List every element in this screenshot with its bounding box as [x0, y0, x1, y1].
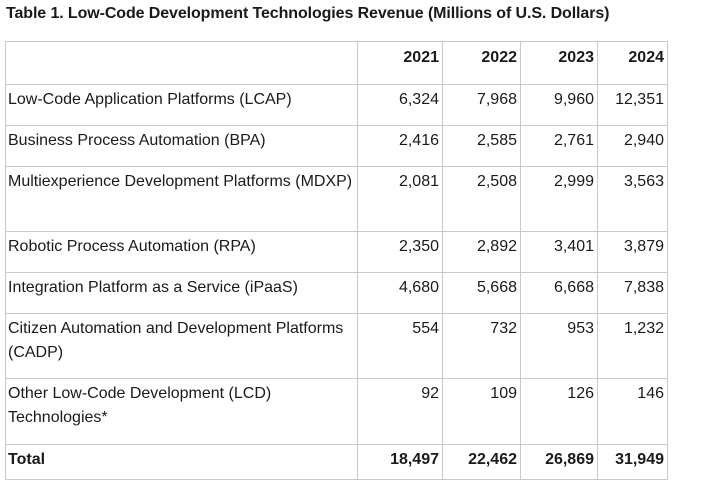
- cell-value: 2,508: [442, 166, 521, 232]
- cell-value: 2,892: [442, 231, 521, 273]
- table-row: Citizen Automation and Development Platf…: [5, 313, 668, 379]
- cell-value: 953: [520, 313, 598, 379]
- cell-value: 1,232: [597, 313, 668, 379]
- table-row: Low-Code Application Platforms (LCAP) 6,…: [5, 84, 668, 126]
- table-row: Integration Platform as a Service (iPaaS…: [5, 272, 668, 314]
- row-label: Business Process Automation (BPA): [5, 125, 358, 167]
- cell-value: 4,680: [357, 272, 443, 314]
- cell-value: 92: [357, 378, 443, 445]
- table-row: Other Low-Code Development (LCD) Technol…: [5, 378, 668, 445]
- table-row: Multiexperience Development Platforms (M…: [5, 166, 668, 232]
- cell-value: 2,350: [357, 231, 443, 273]
- table-title: Table 1. Low-Code Development Technologi…: [6, 5, 610, 22]
- cell-value: 732: [442, 313, 521, 379]
- cell-value: 3,879: [597, 231, 668, 273]
- row-label: Citizen Automation and Development Platf…: [5, 313, 358, 379]
- total-value: 26,869: [520, 444, 598, 480]
- header-cell-2023: 2023: [520, 41, 598, 85]
- cell-value: 2,999: [520, 166, 598, 232]
- cell-value: 7,968: [442, 84, 521, 126]
- total-row: Total 18,497 22,462 26,869 31,949: [5, 444, 668, 480]
- total-value: 22,462: [442, 444, 521, 480]
- table-row: Robotic Process Automation (RPA) 2,350 2…: [5, 231, 668, 273]
- total-value: 18,497: [357, 444, 443, 480]
- revenue-table: 2021 2022 2023 2024 Low-Code Application…: [5, 41, 668, 480]
- cell-value: 2,585: [442, 125, 521, 167]
- row-label: Robotic Process Automation (RPA): [5, 231, 358, 273]
- cell-value: 3,563: [597, 166, 668, 232]
- cell-value: 146: [597, 378, 668, 445]
- cell-value: 2,761: [520, 125, 598, 167]
- table-row: Business Process Automation (BPA) 2,416 …: [5, 125, 668, 167]
- cell-value: 5,668: [442, 272, 521, 314]
- cell-value: 2,416: [357, 125, 443, 167]
- cell-value: 109: [442, 378, 521, 445]
- total-label: Total: [5, 444, 358, 480]
- row-label: Integration Platform as a Service (iPaaS…: [5, 272, 358, 314]
- cell-value: 6,324: [357, 84, 443, 126]
- row-label: Low-Code Application Platforms (LCAP): [5, 84, 358, 126]
- header-cell-2022: 2022: [442, 41, 521, 85]
- cell-value: 7,838: [597, 272, 668, 314]
- cell-value: 2,081: [357, 166, 443, 232]
- row-label: Multiexperience Development Platforms (M…: [5, 166, 358, 232]
- cell-value: 9,960: [520, 84, 598, 126]
- cell-value: 6,668: [520, 272, 598, 314]
- total-value: 31,949: [597, 444, 668, 480]
- header-cell-2021: 2021: [357, 41, 443, 85]
- cell-value: 3,401: [520, 231, 598, 273]
- cell-value: 12,351: [597, 84, 668, 126]
- cell-value: 2,940: [597, 125, 668, 167]
- cell-value: 554: [357, 313, 443, 379]
- row-label: Other Low-Code Development (LCD) Technol…: [5, 378, 358, 445]
- header-cell-empty: [5, 41, 358, 85]
- header-row: 2021 2022 2023 2024: [5, 41, 668, 85]
- header-cell-2024: 2024: [597, 41, 668, 85]
- cell-value: 126: [520, 378, 598, 445]
